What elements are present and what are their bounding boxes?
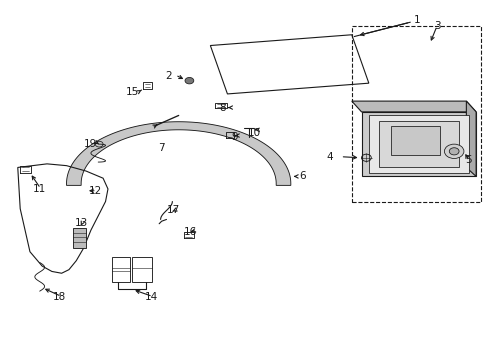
Text: 18: 18 bbox=[53, 292, 66, 302]
Text: 11: 11 bbox=[33, 184, 46, 194]
Polygon shape bbox=[66, 122, 290, 185]
Polygon shape bbox=[361, 112, 475, 176]
Circle shape bbox=[184, 77, 193, 84]
Text: 9: 9 bbox=[231, 132, 238, 142]
Text: 6: 6 bbox=[299, 171, 305, 181]
Text: 8: 8 bbox=[219, 103, 225, 113]
Polygon shape bbox=[390, 126, 439, 155]
Text: 13: 13 bbox=[74, 218, 87, 228]
Text: 14: 14 bbox=[145, 292, 158, 302]
Text: 10: 10 bbox=[247, 129, 260, 138]
Text: 2: 2 bbox=[165, 71, 172, 81]
Polygon shape bbox=[378, 121, 458, 167]
Polygon shape bbox=[73, 228, 86, 248]
Text: 16: 16 bbox=[184, 227, 197, 237]
Text: 17: 17 bbox=[167, 206, 180, 216]
Polygon shape bbox=[466, 101, 475, 176]
Text: 4: 4 bbox=[326, 152, 332, 162]
Text: 5: 5 bbox=[465, 155, 471, 165]
Circle shape bbox=[444, 144, 463, 158]
Text: 19: 19 bbox=[84, 139, 97, 149]
Text: 12: 12 bbox=[89, 186, 102, 196]
Text: 1: 1 bbox=[413, 15, 420, 26]
Text: 15: 15 bbox=[125, 87, 139, 97]
Circle shape bbox=[448, 148, 458, 155]
Polygon shape bbox=[351, 101, 475, 112]
Text: 7: 7 bbox=[158, 143, 164, 153]
Polygon shape bbox=[368, 116, 468, 173]
Text: 3: 3 bbox=[433, 21, 440, 31]
